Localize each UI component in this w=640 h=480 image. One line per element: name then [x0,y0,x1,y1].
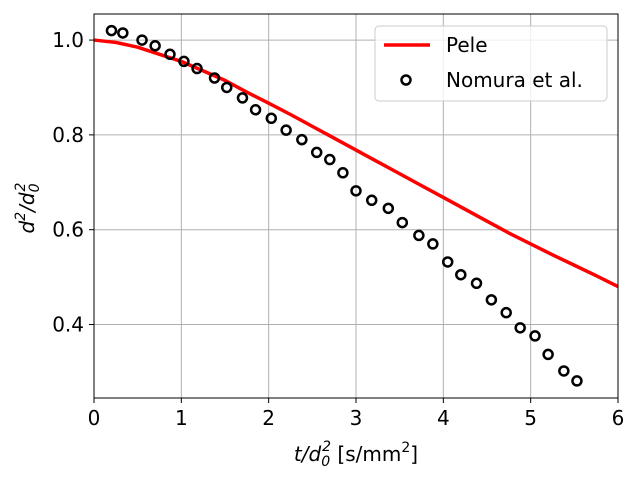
nomura-point [558,365,570,377]
nomura-point [310,146,323,159]
nomura-point [427,238,439,250]
y-axis: 0.4 0.6 0.8 1.0 [52,28,94,337]
nomura-point [396,216,409,229]
nomura-point [178,55,190,68]
nomura-point [485,294,498,306]
x-tick-label: 2 [262,406,275,430]
nomura-point [337,167,349,179]
nomura-point [455,268,467,281]
nomura-point [441,256,454,268]
nomura-point [529,330,541,342]
nomura-point [350,185,362,197]
legend-pele-label: Pele [446,33,488,57]
legend: Pele Nomura et al. [374,25,608,102]
nomura-point [324,153,336,166]
y-tick-label: 0.4 [52,313,84,337]
nomura-point [208,72,221,84]
x-tick-label: 0 [88,406,101,430]
nomura-point [382,202,395,215]
nomura-point [149,40,161,52]
x-tick-label: 1 [175,406,188,430]
nomura-point [105,24,118,37]
legend-nomura-label: Nomura et al. [446,68,583,92]
nomura-point [117,27,129,39]
nomura-point [500,306,512,319]
x-axis-label: t/d02 [s/mm2] [294,439,418,470]
nomura-point [542,348,554,361]
nomura-point [280,124,292,136]
y-tick-label: 1.0 [52,28,84,52]
legend-nomura-marker [400,74,412,86]
x-tick-label: 3 [350,406,363,430]
y-tick-label: 0.6 [52,218,84,242]
nomura-point [236,92,249,104]
nomura-point [136,34,148,46]
nomura-point [249,104,262,116]
nomura-point [413,229,425,242]
nomura-point [365,194,378,207]
x-tick-label: 5 [524,406,537,430]
nomura-point [514,322,526,334]
nomura-point [221,81,233,94]
legend-box [374,25,608,102]
y-axis-label: d2/d02 [13,182,43,233]
nomura-point [470,277,483,290]
nomura-point [191,62,203,75]
pele-line [93,38,619,289]
nomura-point [296,133,308,146]
nomura-series [105,24,583,387]
pele-series [93,38,619,289]
x-axis: 0 1 2 3 4 5 6 [88,398,625,430]
x-tick-label: 4 [437,406,450,430]
x-tick-label: 6 [612,406,625,430]
nomura-point [164,48,176,61]
nomura-point [571,375,583,387]
nomura-point [265,112,278,125]
y-tick-label: 0.8 [52,123,84,147]
